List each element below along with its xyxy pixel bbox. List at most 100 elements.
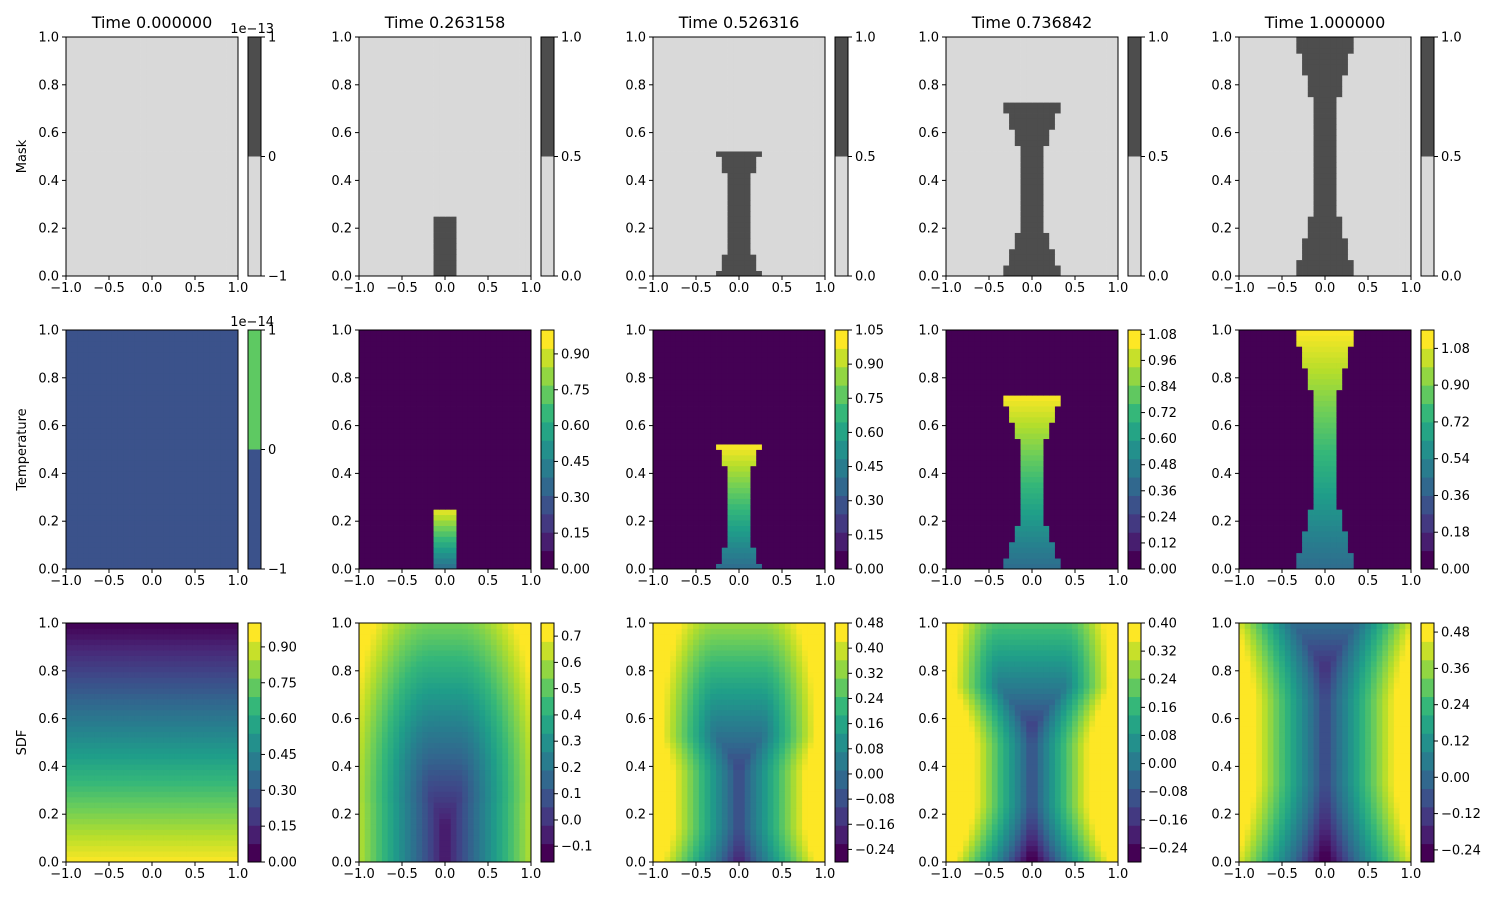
heatmap-cell	[134, 156, 141, 163]
heatmap-cell	[502, 189, 509, 195]
heatmap-cell	[1026, 259, 1033, 266]
heatmap-cell	[111, 64, 118, 70]
heatmap-cell	[779, 254, 786, 261]
heatmap-cell	[66, 259, 73, 266]
heatmap-cell	[129, 140, 136, 147]
heatmap-cell	[387, 259, 394, 266]
heatmap-cell	[1014, 113, 1021, 119]
heatmap-cell	[653, 140, 660, 147]
heatmap-cell	[364, 53, 371, 60]
heatmap-cell	[744, 102, 751, 109]
heatmap-cell	[404, 42, 411, 49]
heatmap-cell	[963, 161, 970, 168]
heatmap-cell	[410, 237, 417, 244]
y-tick-label: 0.8	[38, 78, 59, 93]
heatmap-cell	[399, 167, 406, 174]
heatmap-cell	[473, 232, 480, 239]
heatmap-cell	[675, 194, 683, 201]
heatmap-cell	[1083, 118, 1090, 125]
heatmap-cell	[963, 113, 970, 119]
heatmap-cell	[807, 69, 814, 76]
heatmap-cell	[427, 216, 434, 223]
heatmap-cell	[790, 42, 797, 49]
heatmap-cell	[1020, 161, 1027, 168]
heatmap-cell	[393, 183, 400, 190]
heatmap-cell	[364, 64, 371, 70]
heatmap-cell	[456, 265, 463, 271]
heatmap-cell	[519, 107, 526, 114]
heatmap-cell	[462, 134, 469, 141]
heatmap-cell	[807, 113, 814, 119]
heatmap-cell	[94, 254, 101, 261]
heatmap-cell	[83, 151, 90, 157]
heatmap-cell	[416, 194, 423, 201]
heatmap-cell	[767, 151, 774, 157]
heatmap-cell	[422, 91, 429, 98]
heatmap-cell	[750, 259, 757, 266]
heatmap-cell	[1100, 118, 1107, 125]
heatmap-cell	[739, 113, 746, 119]
heatmap-cell	[664, 167, 671, 174]
x-tick-label: −1.0	[50, 281, 82, 296]
heatmap-cell	[439, 243, 446, 250]
y-tick-label: 0.0	[38, 270, 59, 285]
heatmap-cell	[704, 221, 711, 228]
heatmap-cell	[445, 265, 452, 271]
heatmap-cell	[462, 53, 469, 60]
heatmap-cell	[364, 140, 371, 147]
heatmap-cell	[445, 221, 452, 228]
heatmap-cell	[1009, 199, 1016, 206]
heatmap-cell	[467, 227, 475, 233]
heatmap-cell	[220, 205, 227, 212]
heatmap-cell	[1043, 237, 1050, 244]
heatmap-cell	[968, 183, 976, 190]
heatmap-cell	[197, 69, 204, 76]
heatmap-cell	[986, 248, 993, 255]
heatmap-cell	[422, 199, 429, 206]
heatmap-cell	[467, 248, 475, 255]
heatmap-cell	[123, 47, 130, 54]
heatmap-cell	[376, 210, 383, 217]
heatmap-cell	[761, 118, 769, 125]
heatmap-cell	[370, 80, 377, 87]
heatmap-cell	[186, 221, 193, 228]
heatmap-cell	[704, 80, 711, 87]
heatmap-cell	[456, 80, 463, 87]
heatmap-cell	[502, 75, 509, 81]
heatmap-cell	[957, 172, 964, 179]
heatmap-cell	[790, 178, 797, 185]
heatmap-cell	[364, 42, 371, 49]
heatmap-cell	[376, 91, 383, 98]
heatmap-cell	[66, 210, 73, 217]
heatmap-cell	[767, 227, 774, 233]
heatmap-cell	[664, 80, 671, 87]
heatmap-cell	[163, 80, 170, 87]
heatmap-cell	[1072, 145, 1079, 152]
heatmap-cell	[980, 123, 987, 130]
heatmap-cell	[226, 254, 233, 261]
heatmap-cell	[117, 64, 124, 70]
heatmap-cell	[502, 216, 509, 223]
heatmap-cell	[485, 265, 492, 271]
heatmap-cell	[226, 47, 233, 54]
heatmap-cell	[767, 75, 774, 81]
heatmap-cell	[946, 265, 953, 271]
heatmap-cell	[716, 205, 723, 212]
heatmap-cell	[1009, 221, 1016, 228]
heatmap-cell	[963, 254, 970, 261]
heatmap-cell	[687, 118, 694, 125]
heatmap-cell	[653, 118, 660, 125]
heatmap-cell	[813, 178, 820, 185]
heatmap-cell	[456, 53, 463, 60]
heatmap-cell	[456, 221, 463, 228]
heatmap-cell	[66, 232, 73, 239]
heatmap-cell	[129, 270, 136, 277]
heatmap-cell	[951, 118, 958, 125]
heatmap-cell	[502, 194, 509, 201]
heatmap-cell	[140, 210, 147, 217]
heatmap-cell	[376, 248, 383, 255]
heatmap-cell	[66, 47, 73, 54]
heatmap-cell	[203, 243, 210, 250]
colorbar-tick-label: 0.0	[855, 270, 876, 285]
heatmap-cell	[479, 237, 486, 244]
